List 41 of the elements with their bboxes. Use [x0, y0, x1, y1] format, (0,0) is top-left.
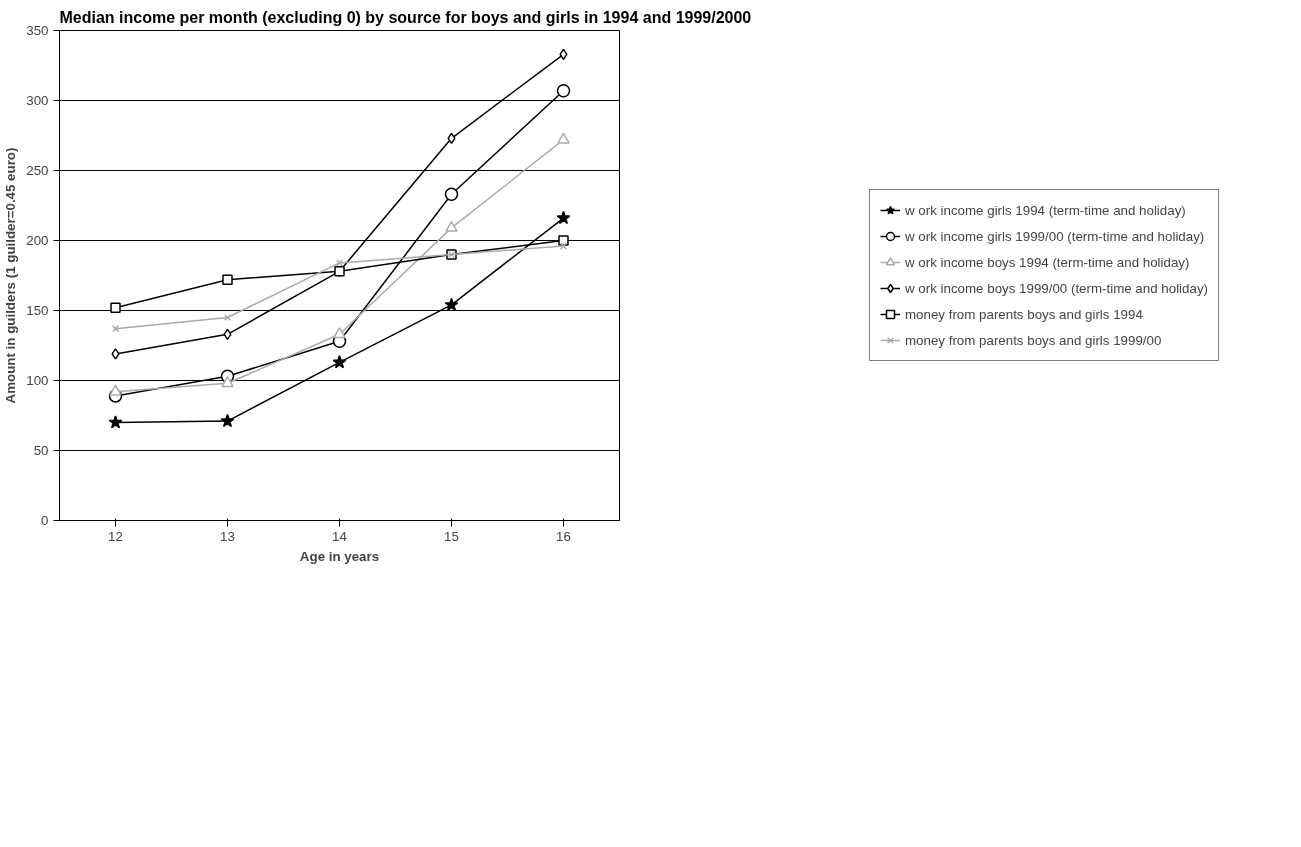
point	[220, 413, 235, 428]
point	[223, 313, 232, 322]
y-tick-label: 200	[26, 233, 49, 248]
point	[444, 187, 459, 202]
x-tick-label: 13	[220, 528, 235, 544]
y-tick-label: 350	[26, 23, 49, 38]
chart-title: Median income per month (excluding 0) by source for boys and girls in 1994 and 1999/2000	[59, 8, 752, 26]
legend-label: w ork income boys 1999/00 (term-time and holiday)	[905, 280, 1208, 296]
point	[559, 242, 568, 250]
y-tick-label: 150	[26, 303, 49, 318]
legend-label: money from parents boys and girls 1994	[905, 306, 1143, 322]
x-tick-label: 12	[108, 528, 123, 544]
point	[556, 83, 571, 98]
legend-label: w ork income girls 1994 (term-time and holiday)	[905, 202, 1186, 218]
point	[444, 297, 459, 311]
point	[332, 355, 347, 369]
legend-label: money from parents boys and girls 1999/00	[905, 332, 1162, 348]
y-tick-label: 0	[41, 513, 49, 528]
y-tick-label: 250	[26, 163, 49, 178]
point	[108, 415, 123, 429]
legend-label: w ork income boys 1994 (term-time and holiday)	[905, 254, 1190, 270]
legend-label: w ork income girls 1999/00 (term-time and holiday)	[905, 228, 1205, 244]
point	[557, 132, 570, 144]
point	[110, 302, 121, 313]
y-tick-label: 300	[26, 93, 49, 108]
y-tick-label: 50	[33, 443, 49, 458]
point	[445, 220, 458, 232]
point	[556, 210, 571, 225]
x-tick-label: 16	[556, 528, 571, 544]
x-axis-title: Age in years	[299, 548, 380, 564]
point	[221, 376, 234, 388]
point	[335, 259, 344, 267]
point	[333, 327, 346, 339]
point	[222, 274, 233, 285]
x-tick-label: 15	[444, 528, 459, 544]
point	[111, 348, 120, 360]
x-tick-label: 14	[332, 528, 348, 544]
point	[109, 384, 122, 396]
y-axis-title: Amount in guilders (1 guilder=0.45 euro)	[3, 147, 19, 404]
point	[558, 235, 569, 246]
y-tick-label: 100	[26, 373, 49, 388]
